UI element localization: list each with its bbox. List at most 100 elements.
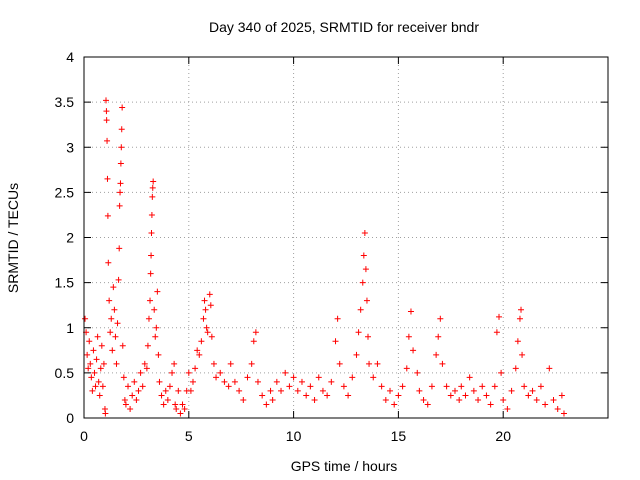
data-point xyxy=(360,252,367,259)
data-point xyxy=(361,229,368,236)
data-point xyxy=(370,374,377,381)
data-point xyxy=(96,392,103,399)
data-point xyxy=(185,369,192,376)
data-point xyxy=(120,374,127,381)
data-point xyxy=(112,333,119,340)
data-point xyxy=(221,378,228,385)
y-tick-label: 0 xyxy=(66,410,74,426)
data-point xyxy=(189,378,196,385)
data-point xyxy=(231,378,238,385)
data-point xyxy=(154,288,161,295)
data-point xyxy=(447,392,454,399)
data-point xyxy=(192,365,199,372)
data-point xyxy=(508,387,515,394)
data-point xyxy=(106,297,113,304)
data-point xyxy=(109,347,116,354)
data-point xyxy=(278,387,285,394)
data-point xyxy=(470,387,477,394)
data-point xyxy=(533,396,540,403)
y-tick-label: 2.5 xyxy=(55,184,75,200)
data-point xyxy=(290,374,297,381)
data-point xyxy=(357,306,364,313)
x-tick-label: 20 xyxy=(495,428,511,444)
data-point xyxy=(173,405,180,412)
data-point xyxy=(332,338,339,345)
data-point xyxy=(87,360,94,367)
data-point xyxy=(108,315,115,322)
data-point xyxy=(117,180,124,187)
data-point xyxy=(466,374,473,381)
data-point xyxy=(558,392,565,399)
data-point xyxy=(147,270,154,277)
data-point xyxy=(102,410,109,417)
data-point xyxy=(324,392,331,399)
data-point xyxy=(107,329,114,336)
data-point xyxy=(439,360,446,367)
data-point xyxy=(93,356,100,363)
data-point xyxy=(194,347,201,354)
data-point xyxy=(148,211,155,218)
x-tick-label: 15 xyxy=(391,428,407,444)
data-point xyxy=(139,383,146,390)
data-point xyxy=(378,383,385,390)
data-point xyxy=(546,365,553,372)
data-point xyxy=(104,212,111,219)
data-point xyxy=(340,383,347,390)
data-point xyxy=(145,315,152,322)
data-point xyxy=(175,387,182,394)
data-point xyxy=(298,378,305,385)
data-point xyxy=(282,369,289,376)
data-point xyxy=(259,392,266,399)
data-point xyxy=(263,401,270,408)
x-tick-label: 10 xyxy=(286,428,302,444)
data-point xyxy=(213,374,220,381)
data-point xyxy=(149,184,156,191)
data-point xyxy=(435,333,442,340)
data-point xyxy=(311,396,318,403)
data-point xyxy=(267,387,274,394)
data-point xyxy=(117,189,124,196)
data-point xyxy=(334,315,341,322)
data-point xyxy=(166,383,173,390)
data-point xyxy=(181,405,188,412)
data-point xyxy=(359,279,366,286)
data-point xyxy=(560,410,567,417)
data-point xyxy=(144,342,151,349)
data-point xyxy=(141,360,148,367)
data-point xyxy=(514,338,521,345)
data-point xyxy=(210,360,217,367)
data-point xyxy=(516,315,523,322)
data-point xyxy=(99,383,106,390)
data-point xyxy=(391,401,398,408)
axis-ticks: 0 0.5 1 1.5 2 2.5 3 3.5 4 0 5 10 15 20 xyxy=(55,49,608,444)
x-tick-label: 5 xyxy=(185,428,193,444)
data-point xyxy=(114,320,121,327)
data-point xyxy=(456,396,463,403)
data-point xyxy=(428,383,435,390)
data-point xyxy=(217,369,224,376)
data-point xyxy=(162,387,169,394)
data-point xyxy=(118,126,125,133)
data-point xyxy=(491,383,498,390)
data-point xyxy=(307,383,314,390)
data-point xyxy=(498,369,505,376)
data-point xyxy=(196,351,203,358)
data-point xyxy=(198,338,205,345)
data-point xyxy=(410,347,417,354)
data-point xyxy=(156,378,163,385)
data-point xyxy=(529,387,536,394)
data-point xyxy=(104,137,111,144)
data-point xyxy=(148,229,155,236)
grid xyxy=(84,57,608,418)
data-point xyxy=(407,308,414,315)
data-point xyxy=(244,374,251,381)
data-point xyxy=(382,396,389,403)
data-point xyxy=(88,374,95,381)
data-point xyxy=(519,351,526,358)
data-point xyxy=(475,396,482,403)
data-point xyxy=(374,360,381,367)
data-point xyxy=(97,365,104,372)
data-point xyxy=(451,387,458,394)
data-point xyxy=(133,396,140,403)
